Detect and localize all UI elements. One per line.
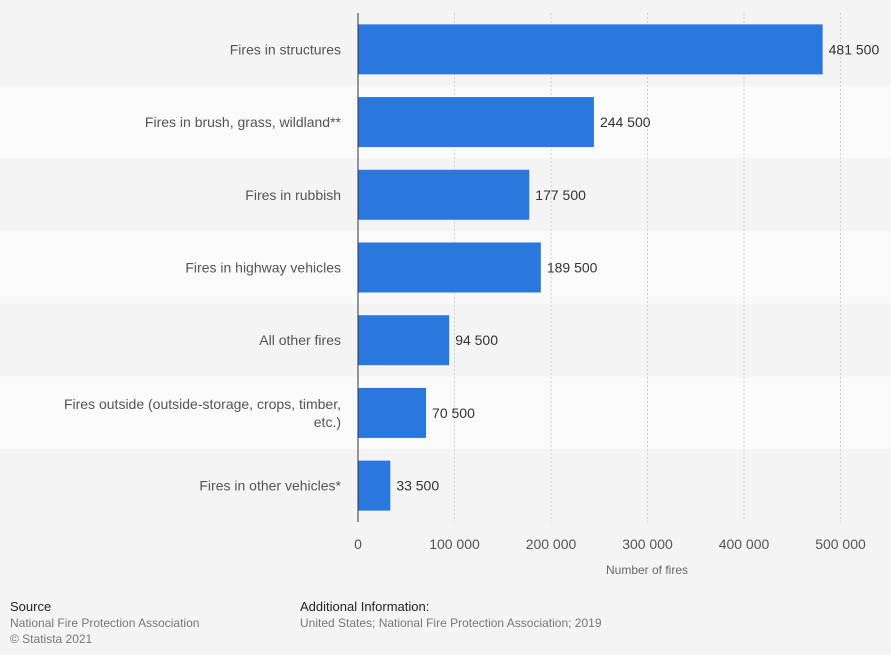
data-label: 94 500 bbox=[455, 332, 498, 348]
category-label: All other fires bbox=[259, 332, 341, 348]
data-label: 177 500 bbox=[535, 187, 586, 203]
category-label: Fires in rubbish bbox=[245, 187, 341, 203]
x-tick-label: 500 000 bbox=[815, 536, 866, 552]
bar[interactable] bbox=[358, 24, 823, 75]
source-line: National Fire Protection Association bbox=[10, 616, 200, 630]
bar[interactable] bbox=[358, 242, 541, 293]
x-tick-label: 100 000 bbox=[429, 536, 480, 552]
data-label: 244 500 bbox=[600, 114, 651, 130]
category-label: Fires in brush, grass, wildland** bbox=[145, 114, 342, 130]
bar[interactable] bbox=[358, 97, 594, 148]
category-label: Fires in highway vehicles bbox=[185, 260, 341, 276]
data-label: 481 500 bbox=[829, 41, 880, 57]
bar[interactable] bbox=[358, 315, 450, 366]
category-label: Fires outside (outside-storage, crops, t… bbox=[64, 396, 341, 430]
bar-chart: Fires in structures Fires in brush, grass… bbox=[0, 13, 891, 577]
x-tick-label: 0 bbox=[354, 536, 362, 552]
category-label: Fires in other vehicles* bbox=[199, 478, 341, 494]
bar[interactable] bbox=[358, 387, 427, 438]
additional-info-heading: Additional Information: bbox=[300, 599, 430, 614]
source-block: Source National Fire Protection Associat… bbox=[10, 599, 199, 647]
x-axis-title: Number of fires bbox=[606, 563, 688, 577]
data-label: 189 500 bbox=[547, 260, 598, 276]
data-label: 33 500 bbox=[396, 478, 439, 494]
source-heading: Source bbox=[10, 599, 52, 614]
x-tick-label: 300 000 bbox=[622, 536, 673, 552]
copyright-line: © Statista 2021 bbox=[10, 632, 93, 646]
category-label: Fires in structures bbox=[230, 41, 341, 57]
bar[interactable] bbox=[358, 169, 530, 220]
additional-info-block: Additional Information: United States; N… bbox=[300, 599, 602, 631]
x-tick-label: 400 000 bbox=[719, 536, 770, 552]
data-label: 70 500 bbox=[432, 405, 475, 421]
row-band bbox=[0, 449, 891, 522]
additional-info-line: United States; National Fire Protection … bbox=[300, 616, 602, 630]
x-tick-label: 200 000 bbox=[526, 536, 577, 552]
bar[interactable] bbox=[358, 460, 391, 511]
row-band bbox=[0, 376, 891, 450]
